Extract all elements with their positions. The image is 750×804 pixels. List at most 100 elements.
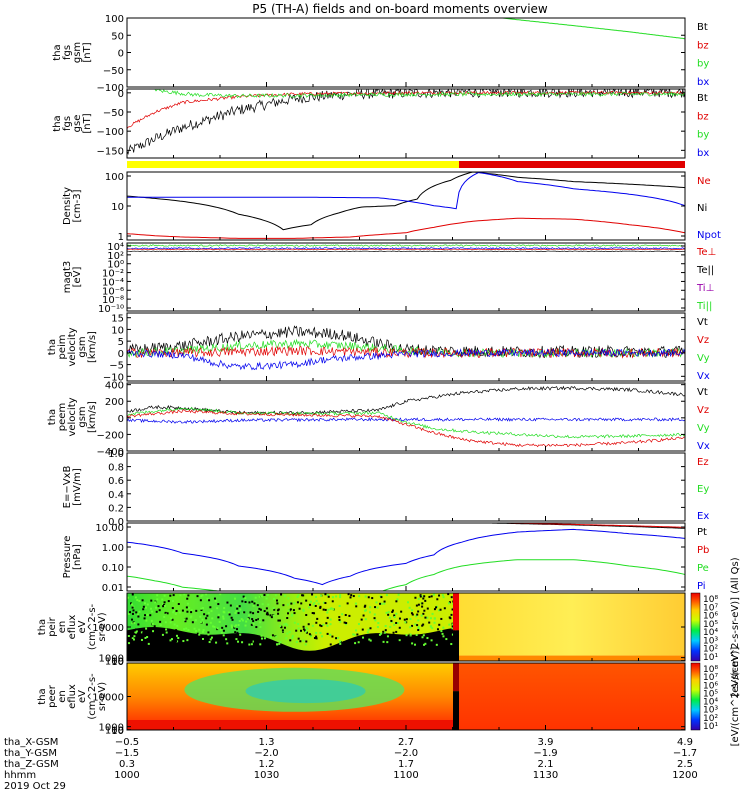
heatmap-cell <box>346 602 349 605</box>
heatmap-cell <box>411 609 414 612</box>
heatmap-cell <box>219 593 222 596</box>
heatmap-cell <box>374 619 377 622</box>
heatmap-cell <box>348 614 351 617</box>
heatmap-cell <box>430 595 433 598</box>
x-axis-tick-label: 1030 <box>254 770 279 781</box>
heatmap-cell <box>415 633 418 636</box>
heatmap-cell <box>415 604 418 607</box>
panel-frame <box>126 88 686 159</box>
y-tick-label: 100 <box>105 14 124 25</box>
heatmap-cell <box>240 618 243 621</box>
heatmap-cell <box>172 594 175 597</box>
heatmap-cell <box>339 594 342 597</box>
heatmap-cell <box>443 607 446 610</box>
heatmap-cell <box>423 595 426 598</box>
heatmap-cell <box>339 642 342 645</box>
heatmap-cell <box>453 663 460 692</box>
heatmap-cell <box>325 622 328 625</box>
heatmap-cell <box>252 623 255 626</box>
heatmap-cell <box>293 602 296 605</box>
heatmap-cell <box>144 636 147 639</box>
heatmap-cell <box>420 614 423 617</box>
heatmap-cell <box>280 593 283 596</box>
y-axis-label: thafgsgsm[nT] <box>52 42 93 63</box>
colorbar <box>690 662 701 731</box>
y-axis-label: thapeerenefluxeV(cm^2-s-sr-eV) <box>37 673 108 720</box>
heatmap-cell <box>260 634 263 637</box>
heatmap-cell <box>231 618 234 621</box>
colorbar-tick-label: 10⁷ <box>703 603 718 613</box>
series-line-Vz <box>127 345 685 359</box>
heatmap-cell <box>207 612 210 615</box>
heatmap-cell <box>315 635 318 638</box>
heatmap-cell <box>274 594 277 597</box>
heatmap-cell <box>248 643 251 646</box>
heatmap-cell <box>337 636 340 639</box>
heatmap-cell <box>379 602 382 605</box>
heatmap-cell <box>251 640 254 643</box>
y-axis-label-line: gse <box>72 115 83 133</box>
heatmap-cell <box>400 610 403 613</box>
heatmap-cell <box>234 597 237 600</box>
heatmap-cell <box>438 609 441 612</box>
heatmap-cell <box>405 634 408 637</box>
y-tick-label: 100 <box>105 172 124 183</box>
heatmap-cell <box>281 629 284 632</box>
heatmap-cell <box>261 603 264 606</box>
heatmap-cell <box>355 629 358 632</box>
heatmap-cell <box>409 626 412 629</box>
heatmap-cell <box>150 619 153 622</box>
heatmap-cell <box>307 623 310 626</box>
heatmap-cell <box>293 612 296 615</box>
heatmap-cell <box>144 614 147 617</box>
heatmap-cell <box>221 626 224 629</box>
heatmap-cell <box>278 619 281 622</box>
heatmap-cell <box>421 605 424 608</box>
y-tick-label: 10 <box>111 202 124 213</box>
heatmap-cell <box>394 636 397 639</box>
heatmap-cell <box>415 615 418 618</box>
heatmap-cell <box>277 619 280 622</box>
heatmap-cell <box>258 618 261 621</box>
panel-frame <box>126 522 686 592</box>
colorbar-label: [eV/(cm^2-s-sr-eV)] (All Qs) <box>730 557 741 696</box>
heatmap-cell <box>339 640 342 643</box>
y-axis-label-line: eflux <box>67 684 78 709</box>
heatmap-cell <box>327 608 330 611</box>
heatmap-cell <box>236 631 239 634</box>
heatmap-cell <box>382 640 385 643</box>
heatmap-cell <box>308 633 311 636</box>
heatmap-cell <box>199 615 202 618</box>
heatmap-cell <box>171 618 174 621</box>
heatmap-cell <box>316 617 319 620</box>
heatmap-cell <box>195 609 198 612</box>
y-axis-label-line: tha <box>52 44 63 60</box>
heatmap-cell <box>244 624 247 627</box>
heatmap-cell <box>403 618 406 621</box>
heatmap-cell <box>433 621 436 624</box>
heatmap-cell <box>163 601 166 604</box>
heatmap-cell <box>179 594 182 597</box>
heatmap-cell <box>326 611 329 614</box>
heatmap-cell <box>329 643 332 646</box>
heatmap-cell <box>435 606 438 609</box>
heatmap-cell <box>384 629 387 632</box>
series-line-Te|| <box>127 250 685 252</box>
panel-fgs_gse: 0 −50 −100 −150 thafgsgse[nT] Bt bz by bx <box>52 88 709 159</box>
heatmap-cell <box>146 613 149 616</box>
heatmap-cell <box>309 603 312 606</box>
colorbar-tick-label: 10⁶ <box>703 681 718 691</box>
heatmap-cell <box>459 663 685 730</box>
heatmap-cell <box>272 607 275 610</box>
heatmap-cell <box>409 633 412 636</box>
heatmap-cell <box>374 606 377 609</box>
heatmap-cell <box>206 614 209 617</box>
heatmap-cell <box>369 627 372 630</box>
heatmap-cell <box>324 593 327 596</box>
y-axis-label: E=−VxB[mV/m] <box>62 466 83 509</box>
heatmap-cell <box>149 614 152 617</box>
heatmap-cell <box>434 632 437 635</box>
heatmap-cell <box>398 639 401 642</box>
heatmap-cell <box>433 608 436 611</box>
